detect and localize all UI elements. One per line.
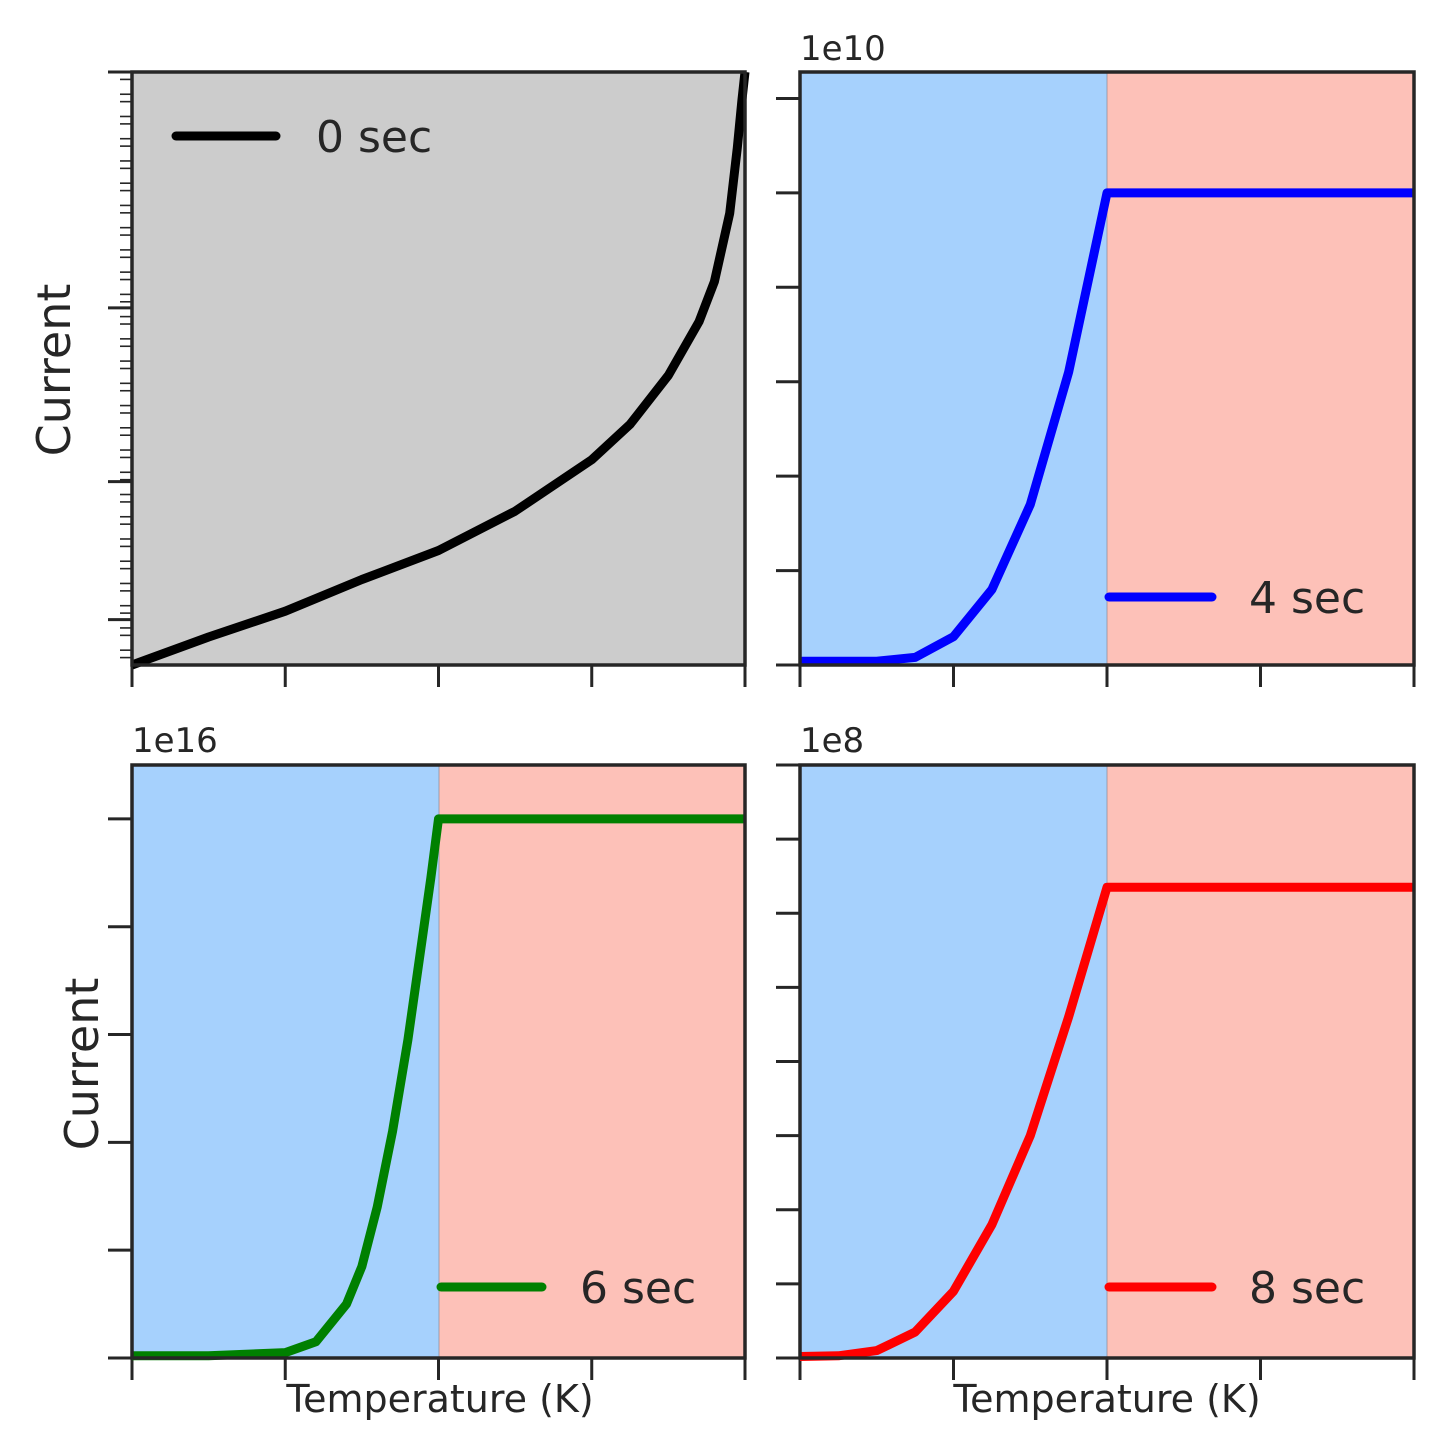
region-right-background — [1107, 765, 1414, 1358]
panel-bottom-left: 1e16 6 sec Current Temperature (K) — [55, 721, 747, 1421]
region-left-background — [132, 765, 439, 1358]
y-offset-text: 1e16 — [132, 721, 218, 761]
region-right-background — [1107, 72, 1414, 665]
y-axis-label: Current — [27, 284, 81, 457]
axis-ticks — [776, 96, 1416, 687]
axis-ticks — [108, 70, 747, 687]
panel-top-left: 0 sec Current — [27, 70, 750, 687]
series-line-0-sec — [130, 71, 750, 670]
series-line-4-sec — [800, 188, 1414, 666]
y-offset-text: 1e8 — [800, 721, 864, 761]
y-axis-label: Current — [55, 978, 109, 1151]
axes-frame — [130, 70, 747, 667]
series-line-6-sec — [132, 814, 745, 1361]
x-axis-label: Temperature (K) — [952, 1377, 1260, 1421]
y-offset-text: 1e10 — [800, 29, 886, 69]
axes-frame — [798, 70, 1416, 667]
axes-frame — [798, 763, 1416, 1360]
legend-label-4-sec: 4 sec — [1249, 573, 1365, 624]
region-left-background — [800, 765, 1107, 1358]
legend-label-0-sec: 0 sec — [316, 112, 432, 163]
legend-label-8-sec: 8 sec — [1249, 1263, 1365, 1314]
axis-ticks — [108, 817, 747, 1380]
axis-ticks — [776, 763, 1416, 1380]
x-axis-label: Temperature (K) — [285, 1377, 593, 1421]
legend-label-6-sec: 6 sec — [580, 1263, 696, 1314]
panel-top-right: 1e10 4 sec — [776, 29, 1416, 687]
series-line-8-sec — [799, 882, 1414, 1361]
region-right-background — [439, 765, 745, 1358]
plot-background — [132, 72, 745, 665]
panel-bottom-right: 1e8 8 sec Temperature (K) — [776, 721, 1416, 1421]
axes-frame — [130, 763, 747, 1360]
region-left-background — [800, 72, 1107, 665]
